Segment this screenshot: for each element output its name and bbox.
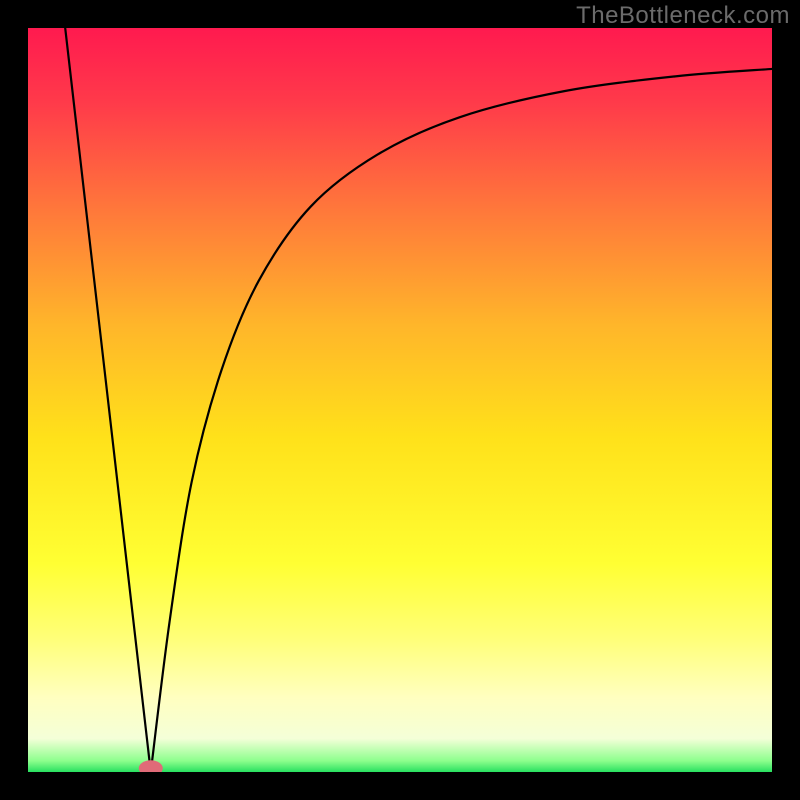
gradient-backdrop (28, 28, 772, 772)
chart-frame: TheBottleneck.com (0, 0, 800, 800)
source-watermark: TheBottleneck.com (576, 2, 790, 30)
chart-svg (28, 28, 772, 772)
plot-area (28, 28, 772, 772)
